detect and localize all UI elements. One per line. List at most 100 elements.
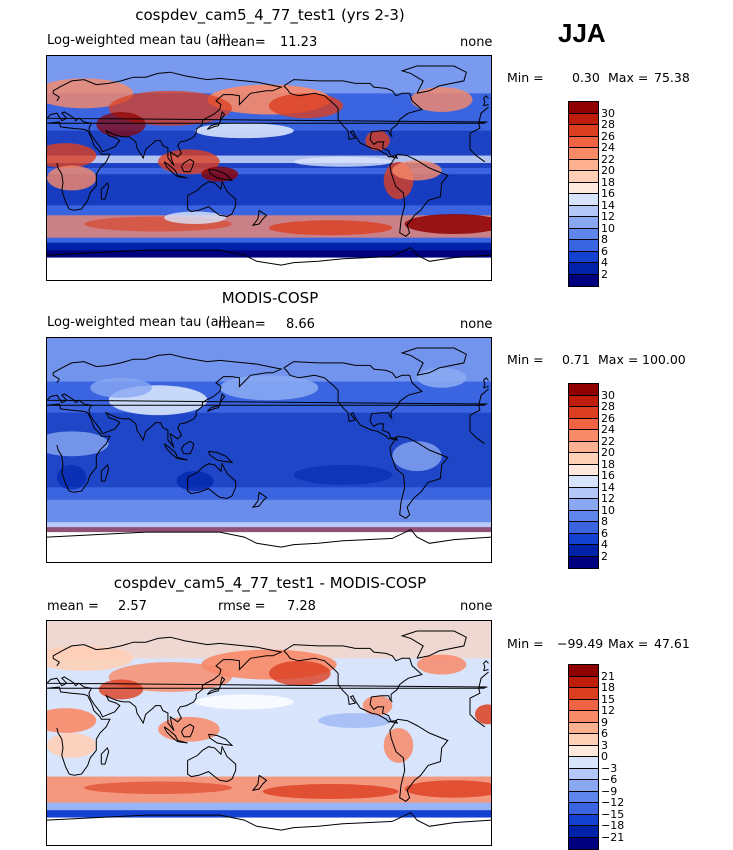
- field-blob: [262, 784, 399, 799]
- panel1-min-label: Min =: [507, 70, 544, 85]
- panel2-subtitle: Log-weighted mean tau (all): [47, 315, 231, 330]
- panel3-rmse-value: 7.28: [287, 599, 316, 614]
- field-blob: [47, 143, 97, 168]
- colorbar-swatch: [569, 464, 598, 476]
- coastline-11: [47, 246, 491, 266]
- colorbar-tick-label: −18: [601, 819, 625, 832]
- field-blob: [417, 367, 467, 388]
- colorbar-swatch: [569, 430, 598, 442]
- field-blob: [96, 112, 146, 137]
- coastline-7: [206, 676, 226, 695]
- colorbar-swatch: [569, 533, 598, 545]
- colorbar-tick-label: 10: [601, 221, 615, 235]
- panel3-min-label: Min =: [507, 636, 544, 651]
- colorbar-tick-label: 24: [601, 423, 615, 436]
- field-ice-edge: [47, 522, 491, 528]
- colorbar-swatch: [569, 148, 598, 160]
- coastline-12: [483, 377, 489, 389]
- panel3-rmse-label: rmse =: [218, 599, 266, 614]
- coastline-6: [163, 443, 188, 461]
- colorbar-tick-label: 18: [601, 681, 615, 694]
- colorbar-tick-label: 4: [601, 538, 608, 551]
- colorbar-swatch: [569, 688, 598, 700]
- field-blob: [392, 160, 442, 181]
- colorbar-swatch: [569, 814, 598, 826]
- field-blob: [410, 87, 473, 112]
- panel2-min-value: 0.71: [562, 352, 590, 367]
- colorbar-swatch: [569, 734, 598, 746]
- panel2-max-value: 100.00: [642, 352, 686, 367]
- coastline-3: [187, 462, 237, 500]
- field-itcz: [47, 155, 491, 164]
- colorbar-swatch: [569, 384, 598, 396]
- field-blob: [158, 716, 220, 742]
- colorbar-swatch: [569, 510, 598, 522]
- panel2-min-label: Min =: [507, 352, 544, 367]
- colorbar-tick-label: 10: [601, 503, 615, 517]
- colorbar-tick-label: 8: [601, 233, 608, 246]
- colorbar-tick-label: 30: [601, 388, 615, 402]
- colorbar-swatch: [569, 699, 598, 711]
- coastline-2: [100, 181, 110, 200]
- colorbar-swatch: [569, 711, 598, 723]
- panel2-map: [46, 337, 492, 563]
- colorbar-tick-label: 18: [601, 175, 615, 189]
- panel2-max-label: Max =: [598, 352, 639, 367]
- colorbar-swatch: [569, 745, 598, 757]
- field-missing-band: [47, 532, 491, 562]
- colorbar-swatch: [569, 159, 598, 171]
- panel3-map: [46, 620, 492, 846]
- colorbar-tick-label: 22: [601, 434, 615, 448]
- coastline-13: [251, 491, 268, 508]
- field-blob: [362, 695, 393, 716]
- coastline-11: [47, 811, 491, 831]
- colorbar-swatch: [569, 182, 598, 194]
- coastline-11: [47, 528, 491, 548]
- panel1-mean-label: mean=: [218, 35, 266, 50]
- colorbar-swatch: [569, 780, 598, 792]
- panel2-title: MODIS-COSP: [221, 289, 319, 307]
- colorbar-tick-label: 0: [601, 750, 608, 763]
- colorbar-swatch: [569, 217, 598, 229]
- field-blob: [474, 704, 491, 725]
- coastline-6: [163, 161, 188, 179]
- field-tropic-band: [47, 701, 491, 758]
- colorbar-tick-label: 2: [601, 267, 608, 281]
- coastline-5: [180, 440, 195, 455]
- colorbar-tick-label: 16: [601, 187, 615, 200]
- colorbar-tick-label: 12: [601, 492, 615, 505]
- colorbar-swatch: [569, 136, 598, 148]
- colorbar-swatch: [569, 205, 598, 217]
- colorbar-tick-label: −12: [601, 796, 625, 809]
- colorbar-swatch: [569, 476, 598, 488]
- coastline-0: [47, 71, 489, 166]
- coastline-9: [400, 630, 467, 659]
- panel1-mean-value: 11.23: [280, 35, 318, 50]
- panel1-max-value: 75.38: [654, 70, 690, 85]
- panel2-mean-label: mean=: [218, 317, 266, 332]
- field-blob: [404, 780, 491, 798]
- colorbar-tick-label: 26: [601, 411, 615, 425]
- coastline-3: [187, 180, 237, 218]
- colorbar-swatch: [569, 240, 598, 252]
- colorbar-tick-label: 30: [601, 106, 615, 120]
- coastline-1: [47, 121, 486, 211]
- colorbar-tick-label: −15: [601, 807, 625, 821]
- season-label: JJA: [558, 18, 606, 48]
- colorbar-swatch: [569, 395, 598, 407]
- field-ice-edge-low: [47, 810, 491, 818]
- colorbar-tick-label: 6: [601, 526, 608, 540]
- field-blob: [392, 441, 442, 472]
- field-blob: [269, 220, 393, 236]
- colorbar-tick-label: 14: [601, 480, 615, 494]
- colorbar-box: [568, 101, 599, 287]
- field-ice-edge: [47, 802, 491, 811]
- colorbar-box: [568, 664, 599, 850]
- coastline-10: [389, 153, 449, 238]
- panel3-map-svg: [47, 621, 491, 845]
- colorbar-swatch: [569, 228, 598, 240]
- colorbar-swatch: [569, 102, 598, 114]
- colorbar-tick-label: 6: [601, 244, 608, 258]
- colorbar-swatch: [569, 487, 598, 499]
- field-storm-track: [47, 499, 491, 523]
